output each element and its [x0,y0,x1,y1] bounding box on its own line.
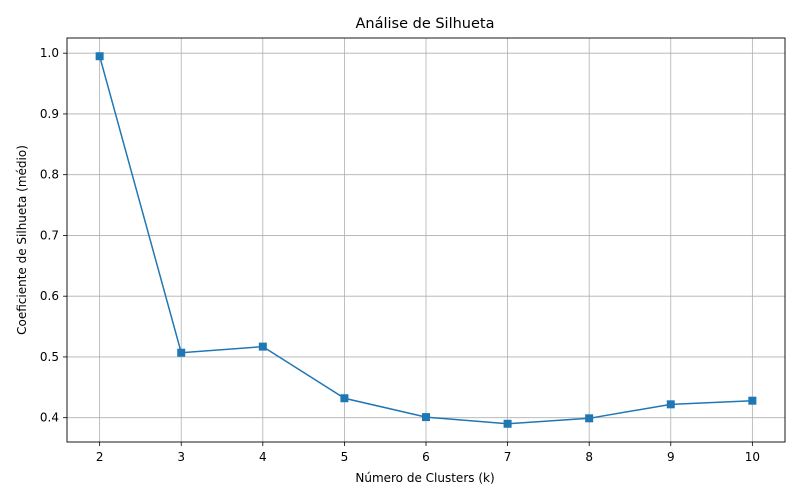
x-tick-label: 8 [585,450,593,464]
y-tick-label: 0.8 [40,168,59,182]
x-tick-label: 9 [667,450,675,464]
data-point-marker [748,396,757,405]
data-point-marker [666,400,675,409]
data-point-marker [585,414,594,423]
series-layer [95,52,757,428]
data-point-marker [95,52,104,61]
data-point-marker [503,419,512,428]
y-axis-ticks: 0.4 0.5 0.6 0.7 0.8 0.9 1.0 [40,46,67,425]
x-tick-label: 2 [96,450,104,464]
x-tick-label: 7 [504,450,512,464]
x-tick-label: 10 [745,450,760,464]
data-point-marker [340,394,349,403]
y-axis-title: Coeficiente de Silhueta (médio) [15,145,29,335]
data-point-marker [422,413,430,422]
data-point-marker [258,342,267,351]
x-axis-ticks: 2 3 4 5 6 7 8 9 10 [96,442,760,464]
x-tick-label: 5 [341,450,349,464]
y-tick-label: 0.5 [40,350,59,364]
y-tick-label: 0.7 [40,228,59,242]
x-tick-label: 3 [177,450,185,464]
y-tick-label: 1.0 [40,46,59,60]
x-tick-label: 6 [422,450,430,464]
y-tick-label: 0.9 [40,107,59,121]
grid [67,38,785,442]
x-axis-title: Número de Clusters (k) [355,471,494,485]
y-tick-label: 0.4 [40,411,59,425]
y-tick-label: 0.6 [40,289,59,303]
data-point-marker [177,348,186,357]
x-tick-label: 4 [259,450,267,464]
chart-title: Análise de Silhueta [355,16,494,32]
